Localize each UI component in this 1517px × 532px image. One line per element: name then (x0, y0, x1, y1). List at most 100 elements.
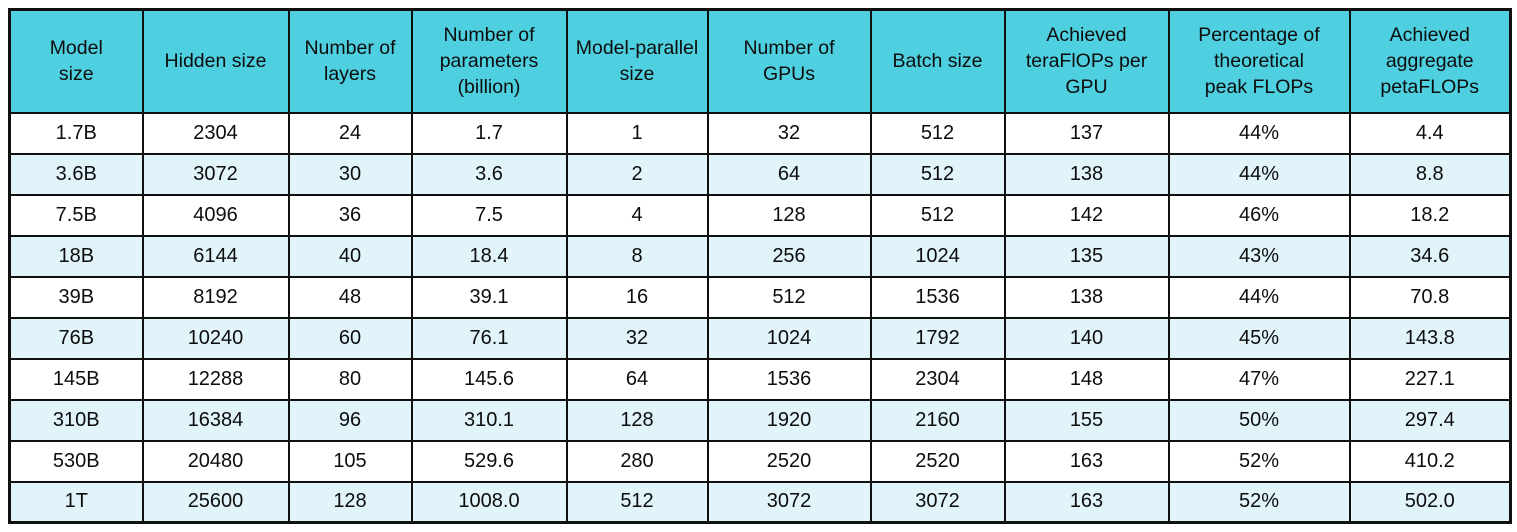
table-cell: 70.8 (1348, 275, 1512, 319)
column-header: Model size (8, 8, 144, 114)
column-header: Achieved aggregate petaFLOPs (1348, 8, 1512, 114)
table-cell: 1536 (706, 357, 872, 401)
column-header: Number of GPUs (706, 8, 872, 114)
table-cell: 145.6 (410, 357, 568, 401)
table-cell: 529.6 (410, 439, 568, 483)
table-row: 530B 20480 105 529.6 280 2520 2520 163 52% 410.2 (8, 439, 1512, 483)
table-cell: 502.0 (1348, 480, 1512, 524)
table-cell: 163 (1003, 480, 1170, 524)
table-cell: 2 (565, 152, 709, 196)
table-cell: 60 (287, 316, 413, 360)
table-cell: 8192 (141, 275, 290, 319)
table-cell: 32 (565, 316, 709, 360)
table-cell: 3072 (706, 480, 872, 524)
table-cell: 138 (1003, 152, 1170, 196)
table-cell: 4.4 (1348, 111, 1512, 155)
table-cell: 512 (706, 275, 872, 319)
table-cell: 47% (1167, 357, 1351, 401)
table-cell: 1.7B (8, 111, 144, 155)
table-cell: 7.5B (8, 193, 144, 237)
table-cell: 18.2 (1348, 193, 1512, 237)
table-cell: 3072 (141, 152, 290, 196)
table-cell: 1536 (869, 275, 1006, 319)
table-cell: 310.1 (410, 398, 568, 442)
table-cell: 6144 (141, 234, 290, 278)
table-cell: 32 (706, 111, 872, 155)
table-row: 39B 8192 48 39.1 16 512 1536 138 44% 70.8 (8, 275, 1512, 319)
table-cell: 44% (1167, 111, 1351, 155)
table-cell: 4 (565, 193, 709, 237)
table-cell: 45% (1167, 316, 1351, 360)
table-cell: 512 (869, 111, 1006, 155)
column-header: Hidden size (141, 8, 290, 114)
table-header: Model size Hidden size Number of layers Num… (8, 8, 1512, 114)
table-cell: 2304 (141, 111, 290, 155)
table-cell: 148 (1003, 357, 1170, 401)
table-cell: 52% (1167, 480, 1351, 524)
column-header: Number of layers (287, 8, 413, 114)
table-cell: 30 (287, 152, 413, 196)
table-cell: 20480 (141, 439, 290, 483)
table-cell: 76.1 (410, 316, 568, 360)
table-cell: 137 (1003, 111, 1170, 155)
table-cell: 8.8 (1348, 152, 1512, 196)
table-cell: 40 (287, 234, 413, 278)
table-cell: 2160 (869, 398, 1006, 442)
table-cell: 163 (1003, 439, 1170, 483)
table-cell: 7.5 (410, 193, 568, 237)
table-cell: 140 (1003, 316, 1170, 360)
table-cell: 1008.0 (410, 480, 568, 524)
table-cell: 76B (8, 316, 144, 360)
table-cell: 512 (869, 152, 1006, 196)
model-scaling-table: Model size Hidden size Number of layers Num… (8, 8, 1512, 524)
table-cell: 44% (1167, 275, 1351, 319)
table-row: 145B 12288 80 145.6 64 1536 2304 148 47% 227.1 (8, 357, 1512, 401)
table-cell: 142 (1003, 193, 1170, 237)
table-cell: 128 (287, 480, 413, 524)
table-cell: 16 (565, 275, 709, 319)
table-cell: 155 (1003, 398, 1170, 442)
table-cell: 1024 (869, 234, 1006, 278)
table-cell: 1920 (706, 398, 872, 442)
table-row: 1T 25600 128 1008.0 512 3072 3072 163 52% 502.0 (8, 480, 1512, 524)
table-cell: 2304 (869, 357, 1006, 401)
table-cell: 227.1 (1348, 357, 1512, 401)
table-cell: 280 (565, 439, 709, 483)
table-cell: 1 (565, 111, 709, 155)
table-cell: 512 (869, 193, 1006, 237)
table-row: 1.7B 2304 24 1.7 1 32 512 137 44% 4.4 (8, 111, 1512, 155)
table-cell: 80 (287, 357, 413, 401)
table-cell: 39B (8, 275, 144, 319)
table-cell: 64 (565, 357, 709, 401)
table-cell: 96 (287, 398, 413, 442)
table-cell: 128 (706, 193, 872, 237)
table-cell: 105 (287, 439, 413, 483)
header-row: Model size Hidden size Number of layers Num… (8, 8, 1512, 114)
table-cell: 39.1 (410, 275, 568, 319)
table-cell: 135 (1003, 234, 1170, 278)
column-header: Achieved teraFlOPs per GPU (1003, 8, 1170, 114)
table-cell: 46% (1167, 193, 1351, 237)
table-cell: 64 (706, 152, 872, 196)
table-cell: 4096 (141, 193, 290, 237)
table-cell: 48 (287, 275, 413, 319)
table-cell: 10240 (141, 316, 290, 360)
column-header: Batch size (869, 8, 1006, 114)
table-cell: 52% (1167, 439, 1351, 483)
table-cell: 24 (287, 111, 413, 155)
table-cell: 143.8 (1348, 316, 1512, 360)
column-header: Percentage of theoretical peak FLOPs (1167, 8, 1351, 114)
table-cell: 34.6 (1348, 234, 1512, 278)
table-cell: 8 (565, 234, 709, 278)
table-cell: 25600 (141, 480, 290, 524)
table-cell: 18B (8, 234, 144, 278)
table-cell: 36 (287, 193, 413, 237)
table-cell: 1T (8, 480, 144, 524)
table-cell: 145B (8, 357, 144, 401)
column-header: Model-parallel size (565, 8, 709, 114)
table-cell: 530B (8, 439, 144, 483)
table-cell: 1024 (706, 316, 872, 360)
table-cell: 310B (8, 398, 144, 442)
table-cell: 16384 (141, 398, 290, 442)
